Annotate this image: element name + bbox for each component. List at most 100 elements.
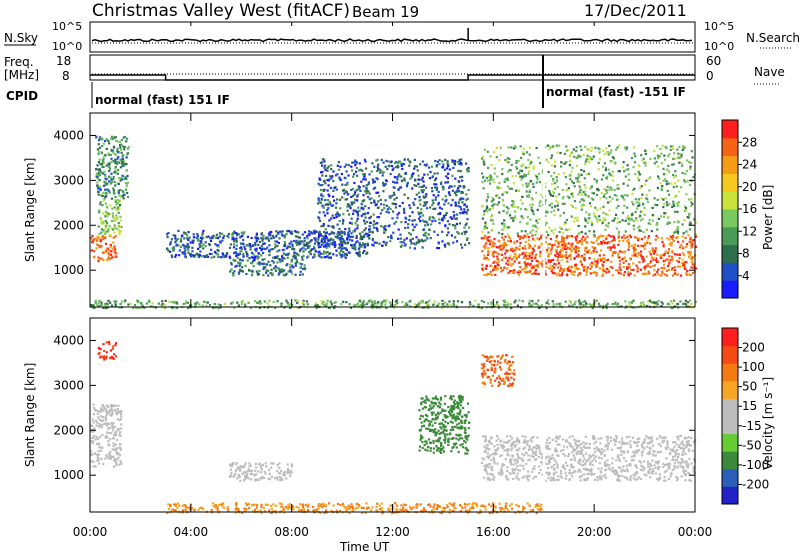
power-cell-7: [527, 184, 530, 187]
power-cell-5: [379, 198, 382, 201]
power-cell-6: [603, 257, 606, 260]
power-cell-6: [532, 249, 535, 252]
power-cell-8: [182, 302, 185, 306]
power-cell-5: [321, 238, 324, 241]
power-cell-7: [633, 187, 636, 190]
power-cell-5: [420, 208, 423, 211]
power-cell-6: [598, 242, 601, 245]
velocity-cell-3: [431, 397, 434, 400]
power-cell-4: [244, 248, 247, 251]
power-cell-5: [354, 189, 357, 192]
power-cell-6: [508, 256, 511, 259]
power-cell-7: [559, 226, 562, 229]
power-cell-5: [321, 235, 325, 238]
power-cell-3: [292, 266, 295, 269]
power-cell-5: [462, 185, 465, 188]
power-cell-7: [571, 180, 574, 183]
power-cell-5: [411, 223, 414, 226]
power-cell-5: [419, 198, 422, 201]
power-cell-8: [184, 302, 188, 305]
power-cell-7: [672, 186, 675, 189]
nsky-label: N.Sky: [4, 31, 38, 45]
power-cell-4: [318, 230, 321, 233]
power-cell-5: [413, 247, 416, 250]
power-cell-1: [106, 212, 109, 215]
power-cell-5: [340, 230, 343, 233]
velocity-cell-2: [257, 478, 260, 481]
power-cell-4: [306, 235, 309, 238]
power-cell-8: [448, 300, 451, 303]
power-cell-4: [258, 246, 262, 250]
power-cell-7: [547, 233, 550, 237]
power-cell-5: [437, 212, 440, 216]
power-cell-8: [167, 300, 170, 303]
power-cell-4: [351, 239, 354, 242]
power-cell-6: [626, 266, 629, 269]
power-cell-8: [256, 301, 259, 304]
power-cell-4: [231, 233, 234, 236]
power-cell-5: [435, 186, 439, 189]
power-cell-7: [623, 170, 626, 173]
power-cell-7: [638, 173, 641, 176]
power-cell-7: [603, 162, 606, 165]
power-cell-7: [514, 216, 517, 219]
power-cell-3: [258, 269, 261, 272]
power-cell-5: [358, 169, 361, 172]
power-cell-5: [429, 206, 432, 209]
power-cell-7: [608, 144, 611, 147]
power-cell-7: [538, 218, 541, 221]
power-cell-6: [649, 253, 652, 256]
power-cell-7: [525, 182, 528, 185]
velocity-cell-2: [238, 475, 241, 478]
power-cell-6: [483, 234, 486, 237]
power-cell-5: [361, 200, 364, 203]
power-cell-6: [523, 261, 526, 264]
power-cell-4: [304, 248, 307, 251]
power-cell-7: [481, 205, 484, 208]
power-cell-6: [574, 263, 577, 267]
velocity-cell-2: [249, 473, 252, 476]
power-cell-6: [503, 266, 506, 269]
power-cell-4: [342, 239, 346, 242]
power-cell-4: [296, 235, 299, 238]
power-cell-7: [538, 202, 541, 205]
power-cell-4: [182, 252, 185, 255]
power-cell-8: [217, 303, 220, 306]
power-cell-6: [480, 237, 483, 240]
power-cell-6: [505, 256, 508, 259]
power-cell-5: [328, 178, 331, 181]
velocity-cell-3: [439, 403, 442, 406]
power-cell-6: [569, 258, 572, 261]
power-cell-4: [181, 243, 185, 246]
power-cell-4: [206, 255, 210, 258]
power-cell-8: [468, 301, 471, 304]
power-cell-6: [541, 242, 544, 245]
velocity-cell-3: [459, 404, 462, 407]
power-cell-7: [623, 204, 626, 207]
power-cell-8: [490, 301, 493, 304]
power-cell-8: [266, 302, 269, 305]
power-cell-4: [281, 230, 284, 233]
power-cell-5: [387, 165, 390, 168]
power-cell-2: [99, 171, 102, 174]
velocity-cell-2: [241, 465, 244, 468]
power-cell-5: [385, 244, 388, 247]
velocity-cell-3: [437, 413, 440, 416]
power-cell-4: [250, 256, 253, 259]
power-cell-5: [332, 189, 335, 192]
power-cell-7: [681, 171, 684, 175]
power-cell-7: [606, 175, 609, 178]
power-cell-0: [91, 240, 94, 243]
power-cell-5: [447, 242, 450, 245]
power-cell-5: [446, 177, 449, 180]
power-cell-5: [387, 211, 390, 214]
power-cell-4: [276, 250, 279, 253]
velocity-cell-3: [449, 414, 452, 417]
velocity-cell-0: [91, 424, 94, 428]
velocity-cell-0: [110, 414, 113, 417]
power-cell-4: [314, 237, 317, 240]
power-cell-5: [322, 206, 325, 209]
power-cell-8: [409, 305, 412, 308]
power-cell-7: [643, 213, 646, 216]
power-cell-7: [678, 145, 681, 148]
